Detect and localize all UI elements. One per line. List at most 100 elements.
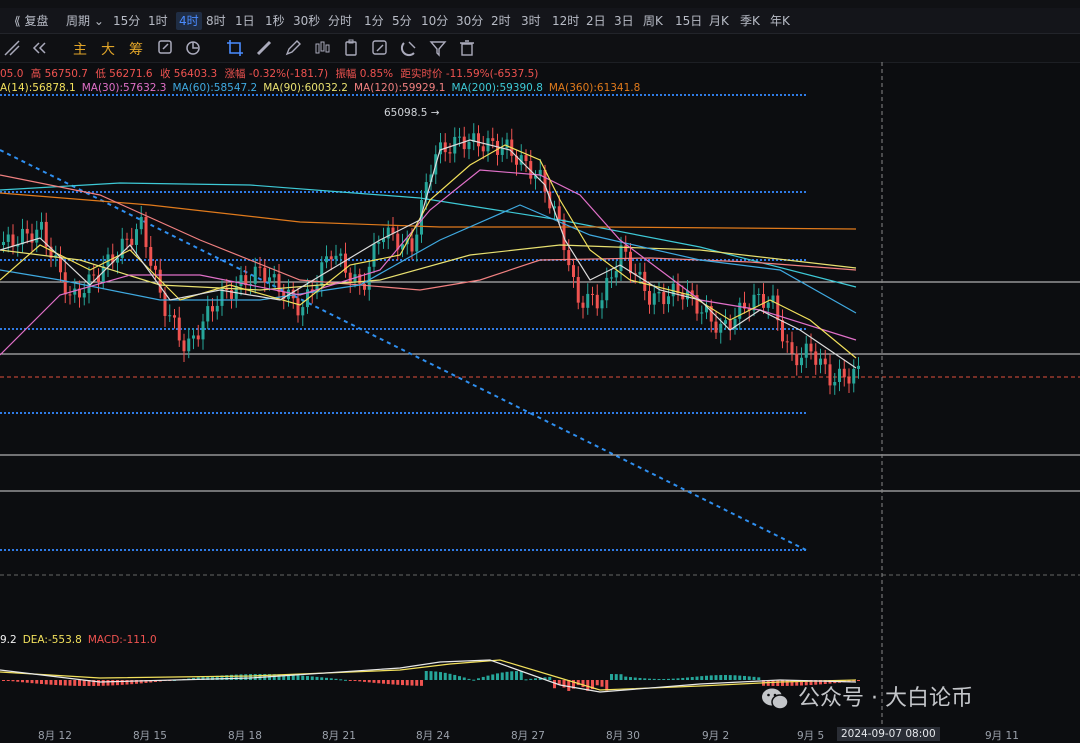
- macd-histogram-bar: [847, 680, 851, 682]
- candle-body: [11, 234, 15, 247]
- indicator-icon[interactable]: [183, 38, 203, 58]
- timeframe-20[interactable]: 15日: [675, 14, 703, 28]
- candle-body: [68, 294, 72, 296]
- timeframe-11[interactable]: 5分: [392, 14, 412, 28]
- timeframe-0[interactable]: ⟪ 复盘: [14, 14, 49, 28]
- timeframe-18[interactable]: 3日: [614, 14, 634, 28]
- magnet-icon[interactable]: [399, 38, 419, 58]
- macd-histogram-bar: [648, 678, 651, 680]
- collapse-chevron-icon[interactable]: [30, 38, 50, 58]
- macd-histogram-bar: [576, 680, 580, 686]
- macd-histogram-bar: [472, 679, 476, 681]
- candle-body: [325, 256, 328, 263]
- large-order-button[interactable]: 大: [101, 42, 115, 58]
- candle-body: [182, 340, 186, 352]
- x-axis-label: 8月 21: [322, 730, 356, 742]
- macd-histogram-bar: [781, 680, 784, 686]
- timeframe-2[interactable]: 15分: [113, 14, 141, 28]
- timeframe-21[interactable]: 月K: [709, 14, 729, 28]
- candle-body: [253, 266, 257, 284]
- timeframe-4[interactable]: 4时: [176, 12, 202, 30]
- macd-histogram-bar: [92, 680, 96, 686]
- pencil-icon[interactable]: [283, 38, 303, 58]
- macd-histogram-bar: [78, 680, 81, 686]
- candle-body: [163, 292, 167, 316]
- candle-type-icon[interactable]: [312, 38, 332, 58]
- macd-histogram-bar: [310, 676, 314, 680]
- macd-histogram-bar: [510, 671, 514, 680]
- ohlc-close: 收 56403.3: [159, 68, 218, 80]
- ma-legend-item: MA(30):57632.3: [81, 82, 167, 94]
- candle-body: [296, 298, 300, 316]
- ohlc-low: 低 56271.6: [95, 68, 153, 80]
- candle-body: [6, 234, 10, 242]
- candle-body: [239, 275, 243, 286]
- candle-body: [548, 191, 552, 209]
- timeframe-6[interactable]: 1日: [235, 14, 255, 28]
- ticker-dot: ·: [555, 0, 559, 6]
- timeframe-13[interactable]: 30分: [456, 14, 484, 28]
- timeframe-9[interactable]: 分时: [328, 14, 353, 28]
- macd-histogram-bar: [234, 674, 238, 680]
- timeframe-7[interactable]: 1秒: [265, 14, 285, 28]
- candle-body: [82, 293, 86, 298]
- candle-body: [529, 161, 533, 179]
- clipboard-icon[interactable]: [341, 38, 361, 58]
- macd-histogram-bar: [819, 680, 822, 685]
- candle-body: [258, 266, 262, 268]
- macd-histogram-bar: [120, 680, 124, 685]
- timeframe-23[interactable]: 年K: [770, 14, 790, 28]
- macd-histogram-bar: [757, 677, 761, 680]
- candle-body: [719, 323, 723, 333]
- macd-histogram-bar: [334, 678, 338, 680]
- macd-histogram-bar: [320, 677, 324, 680]
- candle-body: [757, 294, 761, 296]
- macd-histogram-bar: [486, 675, 490, 680]
- filter-icon[interactable]: [428, 38, 448, 58]
- chip-distribution-button[interactable]: 筹: [129, 42, 143, 58]
- trash-icon[interactable]: [457, 38, 477, 58]
- macd-histogram-bar: [391, 680, 395, 685]
- macd-histogram-bar: [196, 677, 200, 680]
- ticker-dot: ·: [407, 0, 411, 6]
- crop-icon[interactable]: [225, 38, 245, 58]
- candle-body: [263, 267, 267, 283]
- draw-line-icon[interactable]: [2, 38, 22, 58]
- timeframe-1[interactable]: 周期 ⌄: [66, 14, 104, 28]
- candle-body: [776, 295, 780, 321]
- timeframe-14[interactable]: 2时: [491, 14, 511, 28]
- ma-legend-item: A(14):56878.1: [0, 82, 76, 94]
- ma-legend-item: MA(90):60032.2: [263, 82, 348, 94]
- dif-line: [0, 659, 857, 693]
- ruler-icon[interactable]: [254, 38, 274, 58]
- main-indicator-button[interactable]: 主: [73, 42, 87, 58]
- timeframe-22[interactable]: 季K: [740, 14, 760, 28]
- timeframe-8[interactable]: 30秒: [293, 14, 321, 28]
- candle-body: [747, 308, 751, 311]
- macd-histogram-bar: [567, 680, 571, 691]
- macd-histogram-bar: [448, 673, 452, 680]
- ma360-line: [0, 192, 857, 230]
- macd-histogram-bar: [771, 680, 775, 686]
- timeframe-3[interactable]: 1时: [148, 14, 168, 28]
- timeframe-12[interactable]: 10分: [421, 14, 449, 28]
- candle-body: [562, 219, 566, 251]
- timeframe-15[interactable]: 3时: [521, 14, 541, 28]
- note-edit-icon[interactable]: [370, 38, 390, 58]
- candle-body: [367, 266, 371, 290]
- macd-histogram-bar: [477, 678, 480, 680]
- macd-histogram-bar: [605, 680, 609, 691]
- compare-icon[interactable]: [156, 38, 176, 58]
- candle-body: [16, 244, 20, 247]
- macd-histogram-bar: [785, 680, 789, 686]
- candle-body: [391, 227, 395, 234]
- macd-histogram-bar: [439, 672, 442, 680]
- timeframe-5[interactable]: 8时: [206, 14, 226, 28]
- kline-chart[interactable]: [0, 62, 1080, 728]
- ticker-dot: ·: [37, 0, 41, 6]
- macd-histogram-bar: [690, 677, 694, 680]
- timeframe-19[interactable]: 周K: [643, 14, 663, 28]
- timeframe-16[interactable]: 12时: [552, 14, 580, 28]
- timeframe-10[interactable]: 1分: [364, 14, 384, 28]
- timeframe-17[interactable]: 2日: [586, 14, 606, 28]
